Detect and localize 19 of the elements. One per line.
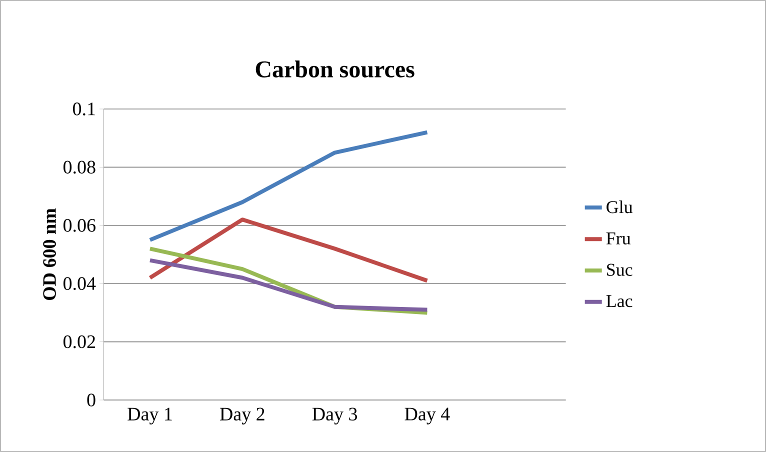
y-axis-title: OD 600 nm — [43, 208, 56, 300]
chart-title: Carbon sources — [256, 60, 414, 78]
legend-label: Lac — [606, 295, 632, 308]
x-tick-label: Day 4 — [404, 408, 450, 424]
line-series — [148, 258, 430, 312]
y-tick-label: 0 — [87, 394, 96, 406]
y-tick-label: 0.02 — [64, 335, 95, 348]
y-tick-label: 0.06 — [64, 218, 96, 232]
y-tick-label: 0.1 — [73, 102, 95, 116]
line-series — [148, 218, 430, 283]
x-tick-label: Day 2 — [220, 408, 264, 424]
legend-label: Fru — [606, 232, 631, 244]
y-tick-label: 0.08 — [64, 160, 96, 174]
x-tick-label: Day 1 — [128, 408, 172, 424]
x-tick-label: Day 3 — [312, 408, 357, 424]
legend-label: Suc — [607, 264, 632, 276]
y-tick-label: 0.04 — [64, 277, 96, 290]
line-series — [148, 130, 430, 242]
legend-label: Glu — [606, 200, 633, 214]
